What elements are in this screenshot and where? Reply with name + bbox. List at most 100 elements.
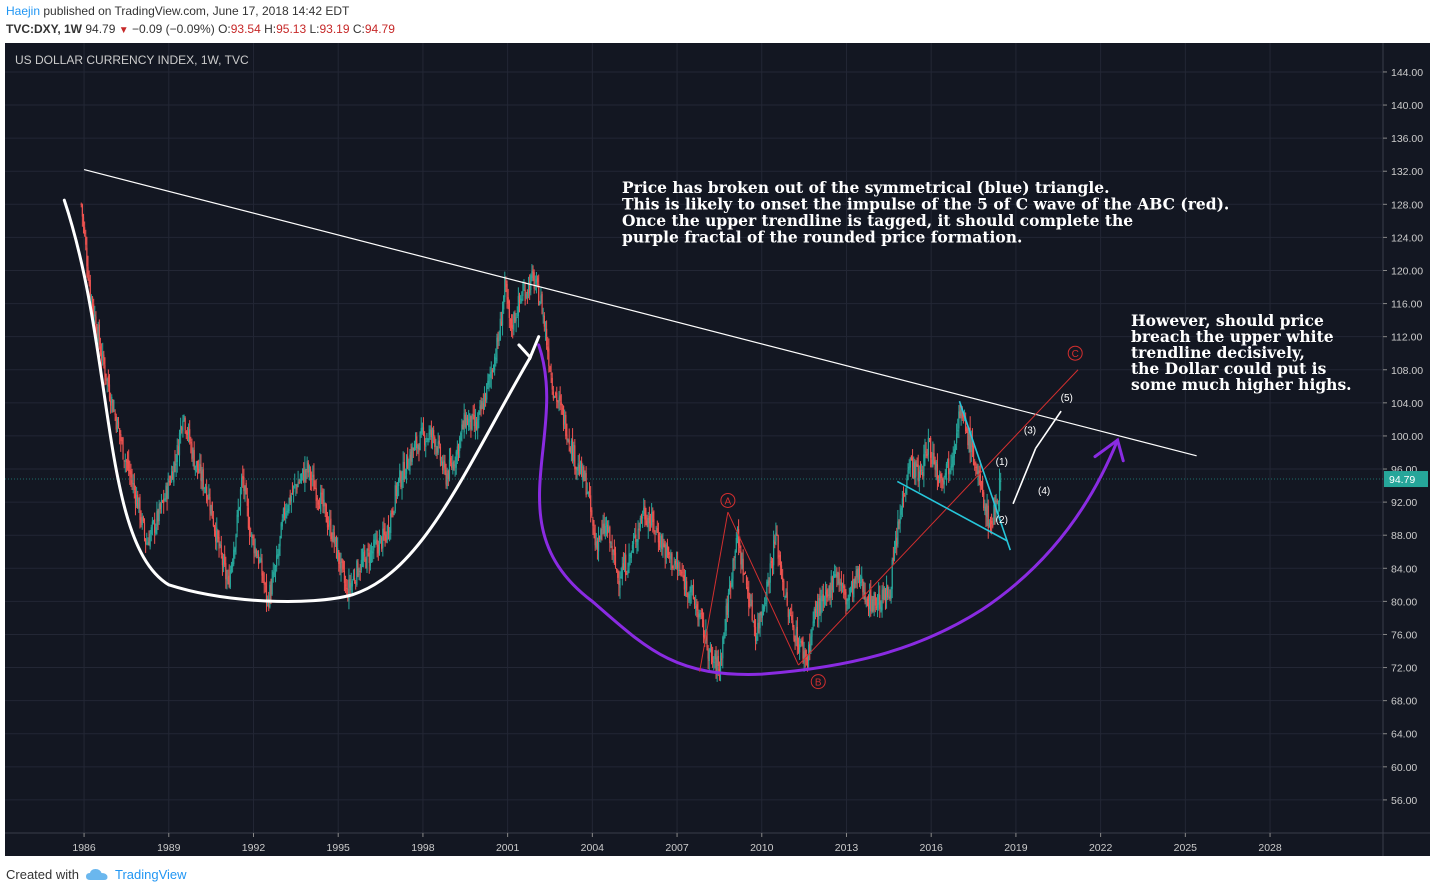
candle-body	[847, 598, 849, 602]
candle-body	[193, 450, 195, 470]
candle-body	[251, 533, 253, 539]
candle-body	[595, 541, 597, 548]
candle-body	[302, 468, 304, 474]
y-tick-label: 56.00	[1391, 795, 1417, 807]
candle-body	[591, 510, 593, 516]
candle-body	[142, 516, 144, 522]
candle-body	[631, 544, 634, 549]
candle-body	[217, 530, 219, 539]
candle-body	[614, 552, 617, 567]
candle-body	[512, 325, 514, 330]
candle-body	[290, 496, 292, 502]
x-tick-label: 1989	[157, 842, 181, 854]
candle-body	[185, 431, 187, 435]
candle-body	[626, 573, 628, 575]
candle-body	[858, 567, 861, 583]
candle-body	[540, 295, 542, 301]
candle-body	[985, 505, 987, 516]
candle-body	[482, 403, 484, 411]
candle-body	[948, 458, 950, 475]
candle-body	[550, 373, 552, 375]
candle-body	[134, 491, 137, 504]
candle-body	[437, 441, 439, 453]
candle-body	[836, 572, 838, 578]
candle-body	[566, 434, 568, 441]
candle-body	[264, 583, 266, 585]
x-tick-label: 2007	[665, 842, 689, 854]
candle-body	[490, 371, 492, 378]
candle-body	[674, 561, 676, 564]
candle-body	[988, 523, 990, 527]
candle-body	[522, 290, 524, 297]
publish-info: Haejin published on TradingView.com, Jun…	[6, 4, 349, 18]
candle-body	[822, 594, 824, 602]
candle-body	[334, 537, 336, 542]
candle-body	[449, 457, 452, 464]
candle-body	[213, 525, 216, 531]
candle-body	[515, 317, 517, 322]
candle-body	[340, 558, 342, 572]
tradingview-link[interactable]: TradingView	[114, 867, 187, 882]
candle-body	[828, 586, 830, 597]
candle-body	[335, 536, 338, 559]
candle-body	[108, 384, 111, 399]
candle-body	[461, 424, 463, 433]
y-tick-label: 88.00	[1391, 530, 1417, 542]
candle-body	[337, 548, 339, 560]
candle-body	[381, 537, 383, 549]
candle-body	[156, 510, 158, 527]
candle-body	[481, 401, 483, 409]
candle-body	[281, 519, 283, 527]
candle-body	[533, 272, 535, 289]
candle-body	[820, 598, 822, 615]
candle-body	[350, 583, 352, 591]
candle-body	[677, 562, 679, 569]
candle-body	[584, 473, 586, 480]
wave-label-a-circle	[720, 492, 736, 508]
candle-body	[722, 637, 724, 659]
candle-body	[178, 433, 181, 456]
candle-body	[652, 511, 654, 523]
annotation-secondary-line: breach the upper white	[1131, 327, 1334, 346]
candle-body	[313, 474, 315, 491]
candle-body	[314, 487, 316, 489]
candle-body	[692, 584, 695, 599]
candle-body	[768, 580, 770, 586]
candle-body	[978, 470, 980, 474]
triangle-lower-line	[896, 480, 1008, 542]
candle-body	[728, 584, 731, 592]
candle-body	[271, 577, 273, 595]
candle-body	[937, 479, 940, 483]
candle-body	[786, 592, 788, 606]
candle-body	[418, 448, 420, 453]
candle-body	[530, 275, 532, 291]
candle-body	[605, 523, 608, 527]
candle-body	[645, 516, 647, 523]
candle-body	[965, 417, 967, 432]
chart-area[interactable]: 56.00 60.00 64.00 68.00 72.00 76.00 80.00 84.00…	[5, 43, 1430, 856]
price-chart[interactable]: 56.00 60.00 64.00 68.00 72.00 76.00 80.00 84.00…	[5, 43, 1430, 856]
candle-body	[774, 541, 776, 544]
candle-body	[130, 471, 132, 478]
candle-body	[719, 655, 722, 674]
candle-body	[588, 490, 591, 495]
low-value: 93.19	[319, 22, 350, 36]
candle-body	[361, 559, 364, 562]
candle-body	[545, 328, 548, 346]
candle-body	[970, 436, 972, 452]
candle-body	[428, 432, 430, 440]
candle-body	[331, 538, 333, 542]
candle-body	[112, 399, 114, 413]
author-link[interactable]: Haejin	[6, 4, 41, 18]
annotation-main-line: purple fractal of the rounded price form…	[622, 228, 1022, 247]
candle-body	[287, 508, 289, 513]
candle-body	[500, 321, 503, 326]
candle-body	[219, 543, 221, 547]
y-tick-label: 140.00	[1391, 100, 1423, 112]
candle-body	[86, 247, 88, 267]
candle-body	[613, 549, 615, 556]
candle-body	[210, 504, 212, 514]
candle-body	[504, 276, 506, 298]
candle-body	[229, 570, 231, 588]
candle-body	[88, 278, 90, 284]
